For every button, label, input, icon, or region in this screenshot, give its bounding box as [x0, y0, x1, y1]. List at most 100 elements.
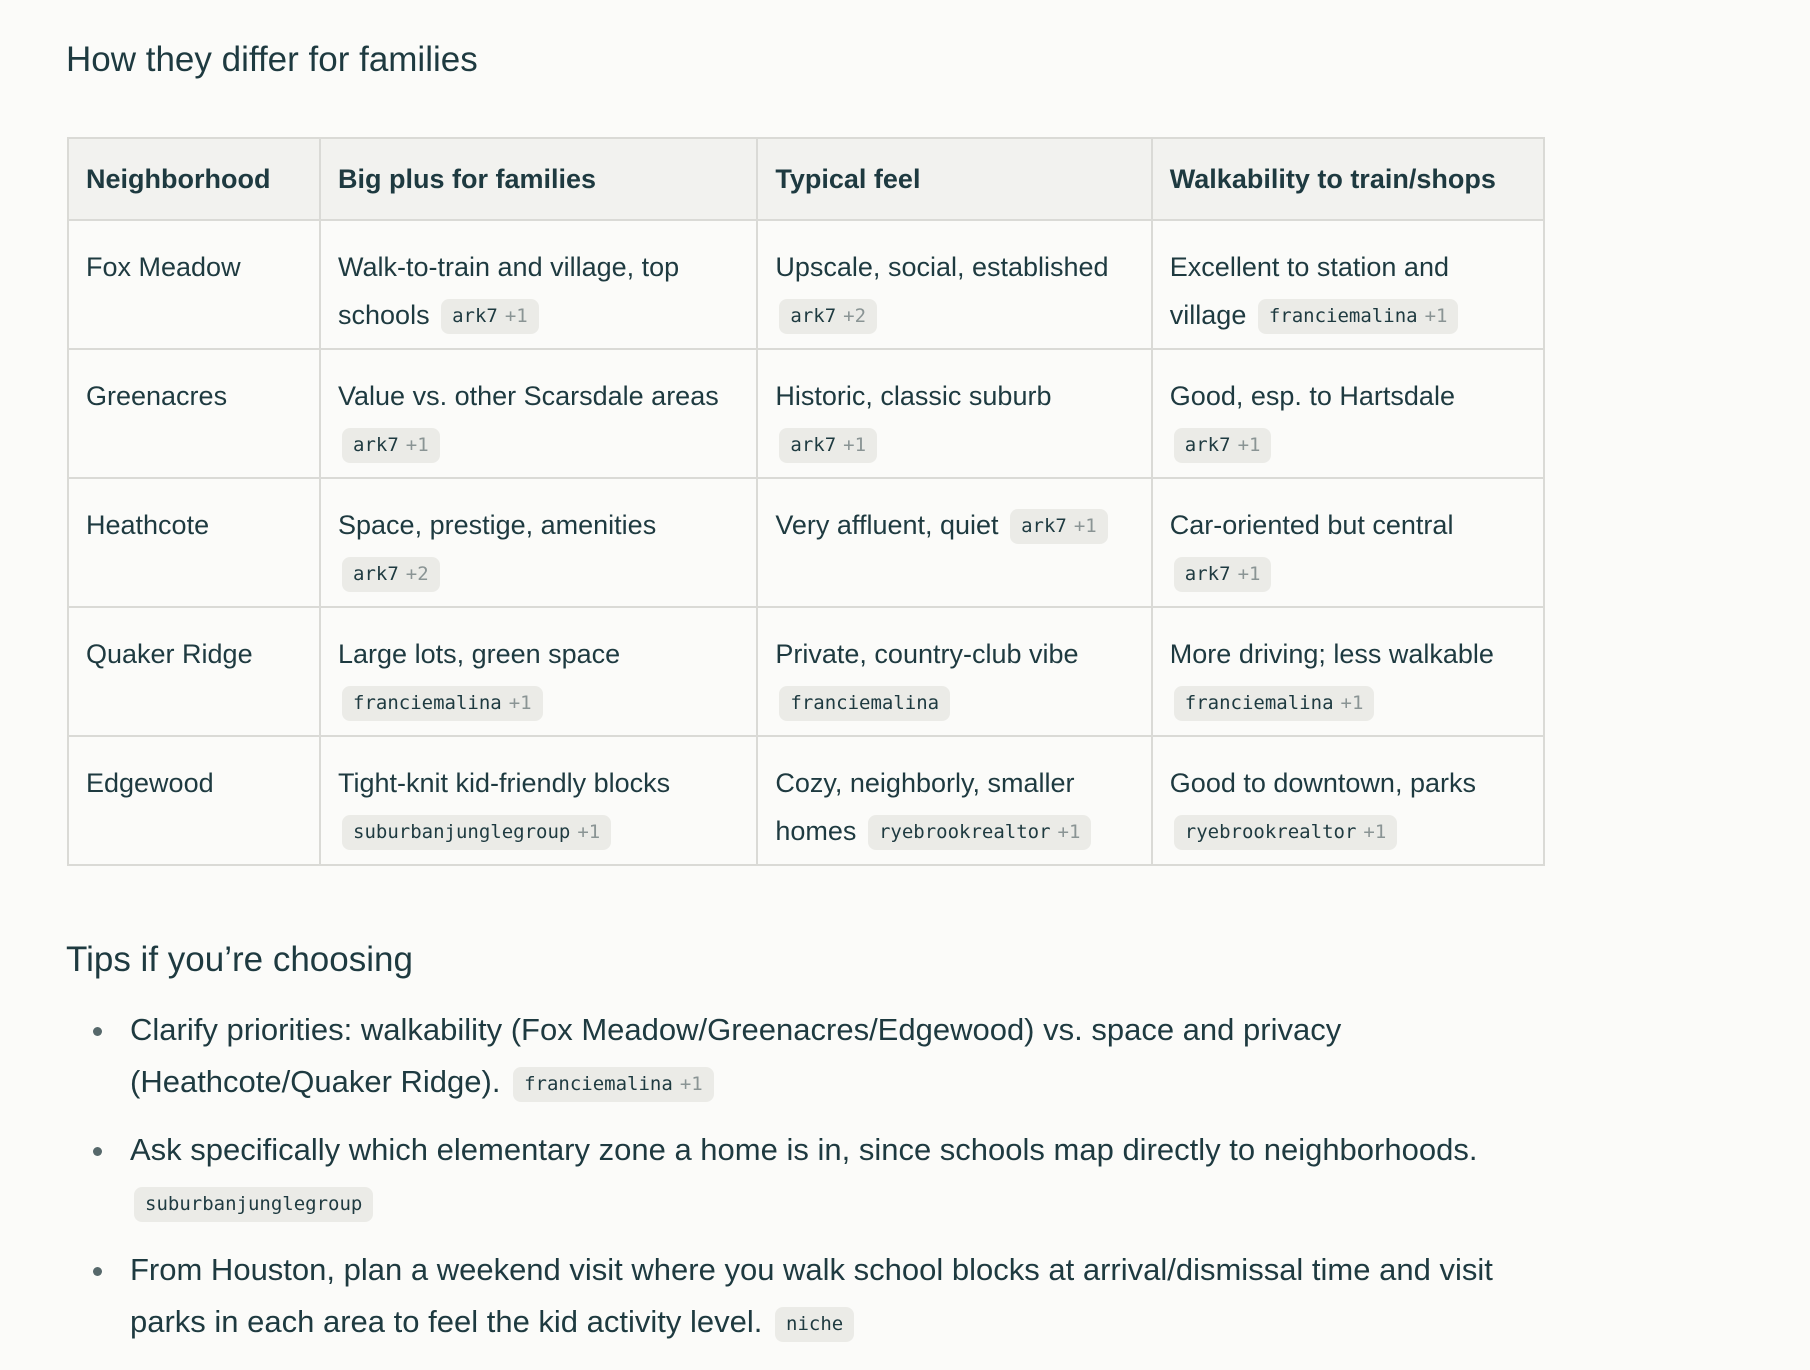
cell-text: Edgewood: [86, 768, 214, 798]
table-cell: Large lots, green space franciemalina +1: [319, 606, 759, 737]
citation-chip[interactable]: ark7 +1: [779, 428, 878, 463]
cell-text: Tight-knit kid-friendly blocks: [338, 768, 671, 798]
cell-text: From Houston, plan a weekend visit where…: [130, 1252, 1493, 1339]
tip-item: From Houston, plan a weekend visit where…: [93, 1244, 1550, 1348]
citation-chip[interactable]: franciemalina +1: [1173, 686, 1375, 721]
table-row: Edgewood Tight-knit kid-friendly blocks s…: [66, 735, 1546, 866]
citation-chip[interactable]: ark7 +1: [441, 299, 539, 334]
column-header: Neighborhood: [66, 137, 322, 221]
citation-source: niche: [786, 1313, 844, 1335]
citation-chip[interactable]: ryebrookrealtor +1: [867, 815, 1092, 850]
citation-chip[interactable]: ark7 +2: [779, 299, 878, 334]
citation-chip[interactable]: franciemalina +1: [342, 686, 543, 721]
table-cell: Historic, classic suburb ark7 +1: [756, 348, 1153, 479]
table-cell: Cozy, neighborly, smaller homes ryebrook…: [756, 735, 1153, 866]
citation-chip[interactable]: ark7 +2: [342, 557, 440, 592]
table-cell: Good to downtown, parks ryebrookrealtor +…: [1150, 735, 1546, 866]
citation-more-count: +1: [1057, 821, 1081, 843]
citation-chip[interactable]: ark7 +1: [1173, 557, 1272, 592]
citation-source: ark7: [353, 434, 399, 456]
citation-more-count: +1: [679, 1073, 703, 1095]
citation-chip[interactable]: ark7 +1: [1010, 509, 1108, 544]
citation-chip[interactable]: ark7 +1: [342, 428, 440, 463]
citation-chip[interactable]: suburbanjunglegroup +1: [342, 815, 612, 850]
citation-more-count: +1: [1424, 305, 1448, 327]
table-cell: Excellent to station and village francie…: [1150, 219, 1546, 350]
citation-chip[interactable]: ark7 +1: [1173, 428, 1272, 463]
citation-source: suburbanjunglegroup: [145, 1193, 363, 1215]
cell-text: Walk-to-train and village, top schools: [338, 252, 680, 330]
citation-more-count: +1: [577, 821, 601, 843]
citation-chip[interactable]: suburbanjunglegroup: [134, 1187, 374, 1222]
citation-source: ark7: [790, 434, 837, 456]
table-cell: Good, esp. to Hartsdale ark7 +1: [1150, 348, 1546, 479]
table-cell: Heathcote: [66, 477, 322, 608]
citation-more-count: +1: [405, 434, 429, 456]
families-heading: How they differ for families: [66, 40, 478, 79]
tip-item: Clarify priorities: walkability (Fox Mea…: [93, 1004, 1550, 1108]
cell-text: Heathcote: [86, 510, 210, 540]
cell-text: Cozy, neighborly, smaller homes: [775, 768, 1075, 846]
citation-source: ryebrookrealtor: [1184, 821, 1357, 843]
citation-more-count: +1: [1073, 515, 1097, 537]
table-cell: Space, prestige, amenities ark7 +2: [319, 477, 759, 608]
citation-chip[interactable]: ryebrookrealtor +1: [1173, 815, 1398, 850]
table-header-row: Neighborhood Big plus for families Typical…: [66, 137, 1546, 221]
citation-source: ark7: [1184, 563, 1231, 585]
table-cell: Private, country-club vibe franciemalina: [756, 606, 1153, 737]
citation-source: franciemalina: [524, 1073, 673, 1095]
citation-source: franciemalina: [1268, 305, 1418, 327]
neighborhood-comparison-table: Neighborhood Big plus for families Typical…: [66, 137, 1546, 866]
citation-more-count: +1: [504, 305, 528, 327]
cell-text: Private, country-club vibe: [775, 639, 1079, 669]
cell-text: Upscale, social, established: [775, 252, 1109, 282]
citation-source: franciemalina: [790, 692, 940, 714]
citation-source: ark7: [1184, 434, 1231, 456]
table-row: Heathcote Space, prestige, amenities ark7…: [66, 477, 1546, 608]
citation-source: suburbanjunglegroup: [353, 821, 571, 843]
table-cell: More driving; less walkable franciemalin…: [1150, 606, 1546, 737]
column-header: Big plus for families: [319, 137, 759, 221]
tips-heading: Tips if you’re choosing: [66, 940, 413, 979]
cell-text: Very affluent, quiet: [775, 510, 999, 540]
table-row: Fox Meadow Walk-to-train and village, top…: [66, 219, 1546, 350]
cell-text: Value vs. other Scarsdale areas: [338, 381, 719, 411]
citation-chip[interactable]: franciemalina: [779, 686, 951, 721]
citation-more-count: +1: [1363, 821, 1387, 843]
table-cell: Quaker Ridge: [66, 606, 322, 737]
citation-chip[interactable]: niche: [775, 1307, 855, 1342]
citation-source: franciemalina: [353, 692, 502, 714]
cell-text: Good, esp. to Hartsdale: [1169, 381, 1455, 411]
citation-source: ryebrookrealtor: [878, 821, 1051, 843]
cell-text: Quaker Ridge: [86, 639, 253, 669]
table-row: Quaker Ridge Large lots, green space fran…: [66, 606, 1546, 737]
cell-text: More driving; less walkable: [1169, 639, 1494, 669]
tips-list: Clarify priorities: walkability (Fox Mea…: [93, 1004, 1550, 1364]
citation-chip[interactable]: franciemalina +1: [513, 1067, 714, 1102]
citation-source: ark7: [790, 305, 837, 327]
citation-more-count: +1: [508, 692, 532, 714]
cell-text: Good to downtown, parks: [1169, 768, 1476, 798]
citation-more-count: +2: [405, 563, 429, 585]
table-cell: Value vs. other Scarsdale areas ark7 +1: [319, 348, 759, 479]
column-header: Typical feel: [756, 137, 1153, 221]
table-cell: Tight-knit kid-friendly blocks suburbanj…: [319, 735, 759, 866]
cell-text: Space, prestige, amenities: [338, 510, 657, 540]
table-cell: Upscale, social, established ark7 +2: [756, 219, 1153, 350]
citation-source: ark7: [353, 563, 399, 585]
citation-chip[interactable]: franciemalina +1: [1257, 299, 1459, 334]
citation-source: franciemalina: [1184, 692, 1334, 714]
table-cell: Greenacres: [66, 348, 322, 479]
cell-text: Car-oriented but central: [1169, 510, 1454, 540]
citation-more-count: +2: [843, 305, 867, 327]
citation-source: ark7: [452, 305, 498, 327]
citation-more-count: +1: [1340, 692, 1364, 714]
table-cell: Car-oriented but central ark7 +1: [1150, 477, 1546, 608]
citation-source: ark7: [1021, 515, 1067, 537]
cell-text: Excellent to station and village: [1169, 252, 1449, 330]
table-cell: Fox Meadow: [66, 219, 322, 350]
citation-more-count: +1: [843, 434, 867, 456]
cell-text: Ask specifically which elementary zone a…: [130, 1132, 1478, 1167]
cell-text: Fox Meadow: [86, 252, 241, 282]
cell-text: Large lots, green space: [338, 639, 621, 669]
